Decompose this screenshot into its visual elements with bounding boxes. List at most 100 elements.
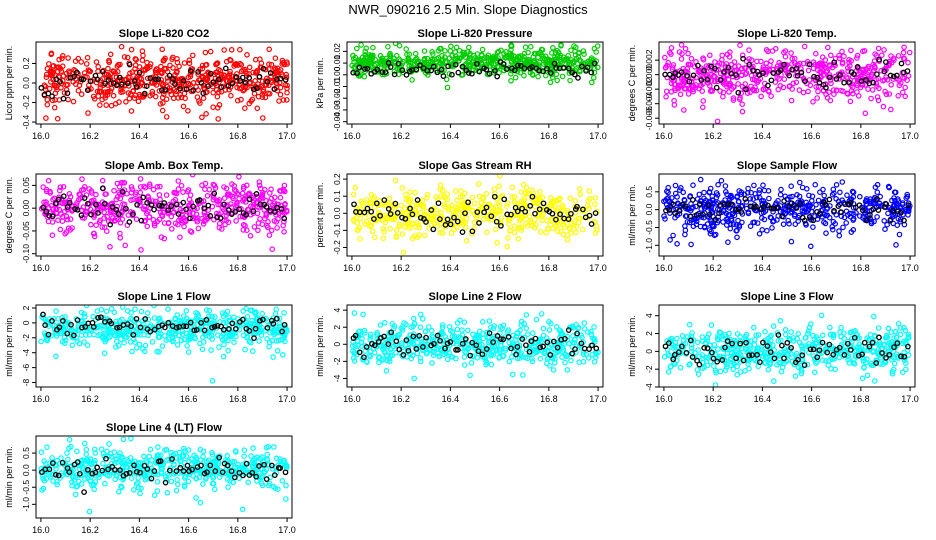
data-point bbox=[521, 50, 528, 57]
data-point bbox=[53, 64, 60, 71]
data-point bbox=[353, 215, 360, 221]
data-point bbox=[219, 336, 226, 343]
data-point bbox=[474, 354, 481, 361]
data-point bbox=[868, 95, 874, 102]
data-point bbox=[210, 181, 217, 188]
data-point bbox=[178, 94, 185, 101]
reference-point bbox=[817, 211, 824, 217]
reference-point bbox=[361, 354, 367, 361]
data-point bbox=[236, 174, 242, 180]
reference-point bbox=[81, 195, 88, 201]
x-tick-label: 16.6 bbox=[491, 131, 509, 141]
data-point bbox=[667, 237, 673, 243]
data-point bbox=[183, 307, 190, 314]
data-point bbox=[269, 246, 276, 253]
data-point bbox=[433, 59, 439, 65]
data-point bbox=[738, 66, 745, 72]
data-point bbox=[444, 84, 451, 91]
data-point bbox=[688, 78, 695, 85]
reference-point bbox=[437, 337, 443, 344]
data-point bbox=[519, 372, 526, 378]
data-point bbox=[381, 229, 387, 235]
reference-point bbox=[417, 214, 424, 221]
reference-point bbox=[793, 204, 799, 211]
data-point bbox=[226, 74, 233, 81]
data-point bbox=[382, 219, 389, 226]
data-point bbox=[381, 63, 388, 69]
data-point bbox=[39, 314, 45, 320]
data-point bbox=[86, 186, 93, 192]
data-point bbox=[836, 55, 843, 62]
data-point bbox=[402, 191, 409, 198]
reference-point bbox=[79, 324, 85, 331]
data-point bbox=[504, 53, 511, 60]
data-point bbox=[489, 56, 496, 63]
data-point bbox=[221, 73, 228, 79]
y-tick-label: 0.0 bbox=[21, 77, 31, 89]
data-point bbox=[56, 64, 62, 71]
data-point bbox=[801, 43, 808, 50]
data-point bbox=[568, 357, 574, 364]
data-point bbox=[485, 52, 492, 59]
data-point bbox=[591, 45, 598, 52]
data-point bbox=[420, 203, 427, 209]
data-point bbox=[419, 316, 426, 322]
reference-point bbox=[743, 86, 749, 93]
reference-point bbox=[131, 78, 138, 84]
data-point bbox=[531, 58, 538, 65]
data-point bbox=[221, 195, 228, 202]
data-point bbox=[850, 204, 857, 211]
x-tick-label: 16.2 bbox=[81, 263, 99, 273]
data-point bbox=[154, 348, 160, 355]
data-point bbox=[74, 200, 80, 206]
data-point bbox=[91, 230, 97, 237]
data-point bbox=[722, 183, 729, 189]
data-point bbox=[221, 47, 228, 53]
data-point bbox=[161, 65, 168, 72]
data-point bbox=[138, 308, 145, 315]
reference-point bbox=[381, 197, 388, 203]
data-point bbox=[836, 232, 843, 239]
reference-point bbox=[88, 211, 94, 218]
data-point bbox=[661, 54, 668, 61]
data-point bbox=[200, 339, 207, 345]
reference-point bbox=[209, 324, 215, 331]
reference-point bbox=[152, 76, 159, 83]
data-point bbox=[233, 218, 239, 224]
data-point bbox=[276, 98, 282, 104]
data-point bbox=[61, 334, 68, 341]
data-point bbox=[575, 219, 582, 226]
data-point bbox=[181, 313, 187, 319]
data-point bbox=[57, 184, 64, 191]
reference-point bbox=[42, 322, 48, 328]
reference-point bbox=[883, 201, 890, 207]
data-point bbox=[548, 200, 554, 207]
data-point bbox=[856, 193, 863, 200]
reference-point bbox=[253, 191, 260, 197]
data-point bbox=[893, 201, 900, 207]
reference-point bbox=[491, 193, 498, 200]
reference-point bbox=[170, 76, 176, 82]
reference-point bbox=[119, 188, 126, 195]
data-point bbox=[885, 210, 891, 217]
data-point bbox=[367, 199, 374, 206]
data-point bbox=[494, 239, 500, 246]
data-point bbox=[878, 67, 884, 74]
data-point bbox=[529, 71, 536, 78]
data-point bbox=[504, 243, 511, 250]
data-point bbox=[268, 195, 275, 202]
reference-point bbox=[733, 72, 739, 78]
reference-point bbox=[511, 67, 518, 74]
data-point bbox=[195, 225, 202, 232]
data-point bbox=[663, 94, 669, 100]
data-point bbox=[156, 216, 163, 223]
data-point bbox=[829, 226, 836, 233]
data-point bbox=[840, 224, 846, 231]
data-point bbox=[558, 42, 564, 49]
data-point bbox=[145, 208, 151, 215]
x-tick-label: 16.6 bbox=[803, 131, 821, 141]
data-point bbox=[96, 219, 103, 225]
data-point bbox=[471, 200, 478, 207]
data-point bbox=[542, 72, 549, 79]
data-point bbox=[564, 210, 571, 216]
